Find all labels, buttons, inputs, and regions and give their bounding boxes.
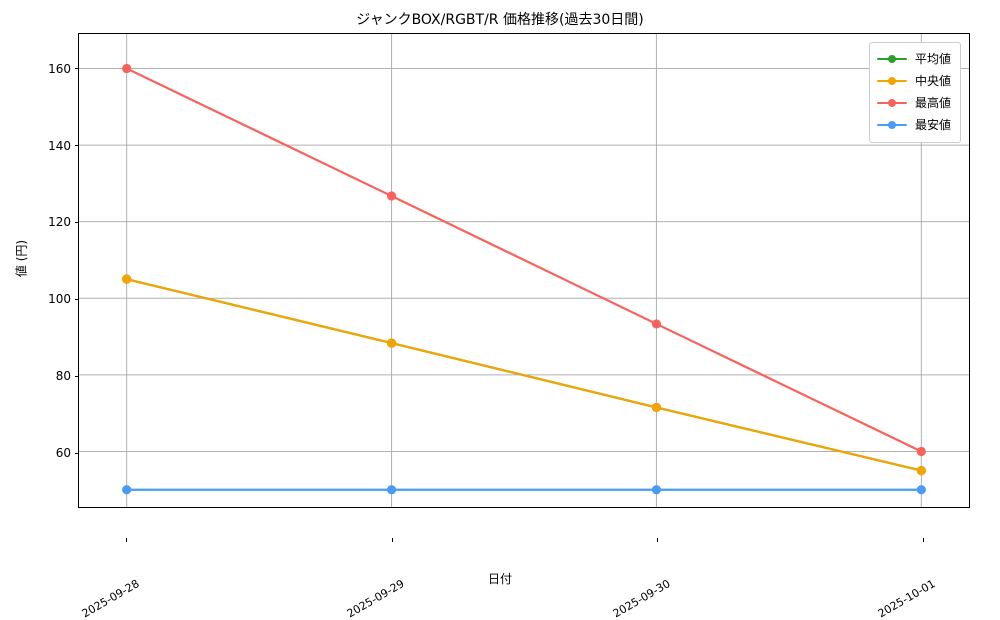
y-tick-mark xyxy=(75,298,79,300)
x-axis-title: 日付 xyxy=(487,572,512,586)
data-point xyxy=(651,402,662,413)
data-point xyxy=(122,485,132,495)
y-tick-label: 100 xyxy=(48,292,71,307)
legend-swatch-median xyxy=(876,75,907,87)
x-tick-mark xyxy=(126,538,128,542)
series-中央値 xyxy=(122,274,926,476)
y-tick-label: 60 xyxy=(55,446,71,461)
legend-item-max[interactable]: 最高値 xyxy=(876,92,951,114)
gridlines xyxy=(79,34,969,507)
legend-marker-mean xyxy=(887,55,896,63)
data-point xyxy=(916,446,926,457)
series-最安値 xyxy=(122,485,926,495)
y-tick-mark xyxy=(75,452,79,454)
y-tick-mark xyxy=(75,68,79,70)
x-tick-mark xyxy=(922,538,924,542)
legend-marker-min xyxy=(887,121,896,129)
data-point xyxy=(386,338,397,348)
y-tick-label: 80 xyxy=(55,369,71,384)
series-最高値 xyxy=(122,63,926,457)
legend-marker-max xyxy=(887,99,896,107)
legend-item-min[interactable]: 最安値 xyxy=(876,114,951,136)
legend-label-median: 中央値 xyxy=(914,74,951,88)
legend-label-min: 最安値 xyxy=(914,118,951,132)
series-line xyxy=(125,278,923,472)
series-line xyxy=(125,67,923,453)
legend-swatch-mean xyxy=(876,53,907,65)
data-point xyxy=(386,485,397,495)
data-series-layer xyxy=(122,63,926,495)
x-tick-mark xyxy=(391,538,393,542)
plot-area: 平均値 中央値 最高値 最安 xyxy=(48,33,970,620)
data-point xyxy=(651,319,662,329)
legend-swatch-max xyxy=(876,97,907,109)
legend-item-median[interactable]: 中央値 xyxy=(876,70,951,92)
data-point xyxy=(916,485,926,495)
y-tick-mark xyxy=(75,145,79,147)
y-tick-label: 140 xyxy=(48,138,71,153)
legend-label-max: 最高値 xyxy=(914,96,951,110)
legend-item-mean[interactable]: 平均値 xyxy=(876,48,951,70)
legend-swatch-min xyxy=(876,119,907,131)
y-tick-mark xyxy=(75,221,79,223)
chart-legend: 平均値 中央値 最高値 最安 xyxy=(868,42,961,143)
chart-figure: ジャンクBOX/RGBT/R 価格推移(過去30日間) 平均値 中央値 xyxy=(14,12,970,620)
x-tick-mark xyxy=(657,538,659,542)
y-axis-title: 値 (円) xyxy=(14,239,29,278)
data-point xyxy=(122,63,132,74)
data-point xyxy=(651,485,662,495)
data-point xyxy=(386,191,397,201)
y-tick-mark xyxy=(75,375,79,377)
data-point xyxy=(122,274,132,284)
data-point xyxy=(916,466,926,476)
y-tick-label: 120 xyxy=(48,215,71,230)
y-tick-label: 160 xyxy=(48,61,71,76)
legend-marker-median xyxy=(887,77,896,85)
legend-label-mean: 平均値 xyxy=(914,52,951,66)
chart-title: ジャンクBOX/RGBT/R 価格推移(過去30日間) xyxy=(356,12,644,28)
